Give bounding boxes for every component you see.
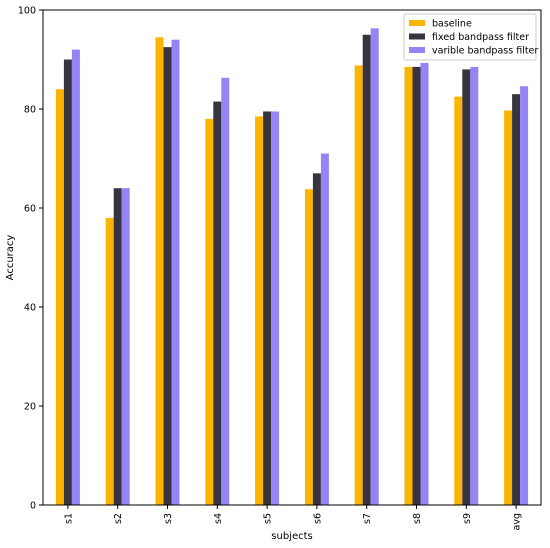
bar-s5-series-3 — [271, 111, 280, 505]
bar-s6-series-2 — [312, 173, 321, 505]
legend: baseline fixed bandpass filter varible ban… — [403, 13, 538, 61]
x-tick-label: s6 — [312, 513, 323, 524]
bar-s6-series-1 — [304, 189, 313, 505]
x-tick-label: avg — [512, 513, 523, 530]
bar-s2-series-3 — [121, 188, 130, 505]
bar-s3-series-3 — [171, 39, 180, 505]
x-tick-label: s3 — [163, 513, 174, 524]
bar-s1-series-3 — [71, 49, 80, 505]
x-tick-label: s2 — [113, 513, 124, 524]
bar-s3-series-2 — [163, 47, 172, 505]
x-tick-label: s5 — [263, 513, 274, 524]
bar-s9-series-1 — [454, 96, 463, 505]
legend-label: varible bandpass filter — [432, 46, 538, 57]
bar-avg-series-2 — [512, 94, 521, 506]
x-tick-label: s4 — [213, 513, 224, 524]
legend-swatch — [409, 20, 425, 26]
legend-swatch — [409, 47, 425, 53]
bars-layer — [55, 28, 529, 506]
x-axis: s1 s2 s3 s4 s5 s6 s7 s8 s9 avg — [63, 505, 523, 530]
y-tick-label: 0 — [30, 501, 36, 512]
x-tick-label: s9 — [462, 513, 473, 524]
y-tick-label: 40 — [24, 303, 36, 314]
plot-frame — [42, 9, 542, 506]
x-tick-label: s1 — [63, 513, 74, 524]
y-axis-label: Accuracy — [5, 235, 16, 281]
bar-s5-series-2 — [263, 111, 272, 505]
bar-s9-series-3 — [470, 66, 479, 506]
bar-s2-series-1 — [105, 217, 114, 505]
bar-s7-series-2 — [362, 34, 371, 505]
legend-swatch — [409, 33, 425, 40]
legend-label: baseline — [432, 19, 472, 30]
bar-s1-series-1 — [55, 89, 64, 505]
bar-s8-series-3 — [420, 62, 429, 506]
bar-s4-series-3 — [221, 77, 230, 505]
bar-s5-series-1 — [255, 116, 264, 506]
y-tick-label: 60 — [24, 204, 36, 215]
x-axis-label: subjects — [271, 531, 312, 542]
bar-s1-series-2 — [63, 59, 72, 505]
bar-s8-series-2 — [412, 66, 421, 506]
y-tick-label: 80 — [24, 105, 36, 116]
x-tick-label: s8 — [412, 513, 423, 524]
bar-s2-series-2 — [113, 188, 122, 505]
bar-s8-series-1 — [404, 66, 413, 506]
bar-s7-series-1 — [354, 65, 363, 505]
legend-box — [403, 13, 537, 61]
bar-s7-series-3 — [370, 28, 379, 505]
bar-s9-series-2 — [462, 69, 471, 506]
legend-label: fixed bandpass filter — [432, 32, 529, 43]
x-tick-label: s7 — [362, 513, 373, 524]
y-axis: 0 20 40 60 80 100 — [18, 6, 43, 512]
bar-avg-series-3 — [520, 86, 529, 505]
bar-s3-series-1 — [155, 37, 164, 505]
bar-s6-series-3 — [320, 153, 329, 506]
y-tick-label: 100 — [18, 6, 36, 17]
bar-s4-series-2 — [213, 101, 222, 505]
bar-s4-series-1 — [205, 118, 214, 506]
y-tick-label: 20 — [24, 402, 36, 413]
bar-avg-series-1 — [504, 110, 513, 506]
